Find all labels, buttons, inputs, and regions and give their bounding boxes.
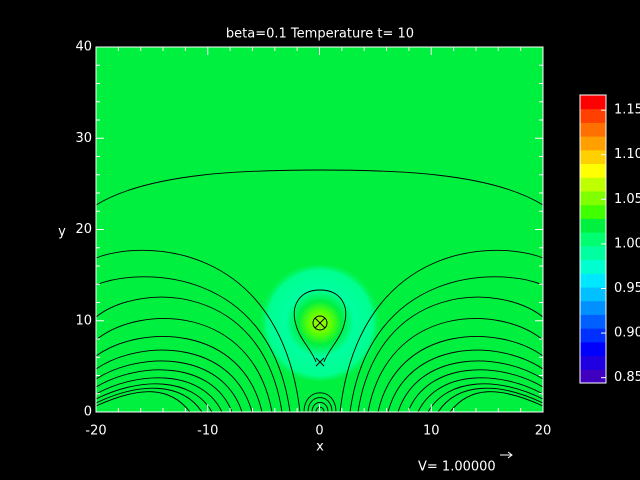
field-line [377,336,544,413]
colorbar-segment [580,287,606,302]
y-tick-label: 0 [84,405,92,420]
vector-arrow [500,451,513,459]
x-tick-label: 10 [423,424,440,439]
y-tick-label: 30 [75,131,92,146]
y-tick-label: 10 [75,313,92,328]
colorbar-segment [580,259,606,274]
chart-title: beta=0.1 Temperature t= 10 [226,27,414,42]
colorbar-segment [580,95,606,110]
colorbar-segment [580,232,606,247]
colorbar-tick-label: 1.10 [614,147,640,162]
annotation: V= 1.00000 [418,460,496,475]
colorbar-segment [580,108,606,123]
x-tick-label: 20 [535,424,552,439]
field-line [95,349,253,413]
colorbar-segment [580,149,606,165]
colorbar-tick-label: 1.15 [614,103,640,118]
marker-x [314,317,326,367]
field-line [293,289,347,363]
field-line [339,249,544,413]
field-line [397,360,544,413]
colorbar-segment [580,136,606,151]
x-axis-label: x [316,440,324,455]
colorbar-segment [580,177,606,192]
field-line [95,387,203,413]
colorbar-segment [580,314,606,329]
y-axis-label: y [58,225,66,240]
colorbar-segment [580,204,606,219]
field-line [437,387,544,413]
field-line [349,276,544,413]
colorbar-tick-label: 1.00 [614,236,640,251]
markers [312,315,328,367]
colorbar-segment [580,341,606,357]
colorbar-tick-label: 0.95 [614,281,640,296]
field-lines [95,169,544,413]
y-tick-label: 40 [75,40,92,55]
field-line [95,383,213,413]
colorbar-tick-label: 1.05 [614,192,640,207]
field-line [417,377,544,413]
colorbar-segment [580,191,606,206]
colorbar-segment [580,245,606,261]
field-line [95,276,291,413]
x-tick-label: 0 [315,424,323,439]
field-line [95,249,301,413]
field-line [311,401,329,413]
y-tick-label: 20 [75,222,92,237]
field-line [95,391,191,413]
colorbar-frame [579,94,607,384]
colorbar-tick-label: 0.90 [614,326,640,341]
field-line [95,369,233,413]
field-line [357,296,544,413]
field-line [95,318,273,413]
colorbar-tick-label: 0.85 [614,370,640,385]
field-line [367,318,544,413]
colorbar-segment [580,218,606,233]
field-line [449,391,544,413]
field-line [95,169,544,206]
colorbar-segment [580,355,606,370]
field-line [95,360,243,413]
field-line [303,392,337,413]
field-line [95,296,283,413]
colorbar-segment [580,163,606,178]
colorbar-segment [580,273,606,288]
field-line [307,397,333,413]
colorbar-segment [580,122,606,137]
x-tick-label: -20 [85,424,106,439]
field-line [95,377,223,413]
marker-o [312,315,328,331]
field-line [387,349,544,413]
field-line [95,336,263,413]
x-tick-label: -10 [197,424,218,439]
field-line [427,383,544,413]
colorbar-segment [580,300,606,315]
colorbar-segment [580,328,606,343]
colorbar-segment [580,369,606,384]
field-line [407,369,544,413]
